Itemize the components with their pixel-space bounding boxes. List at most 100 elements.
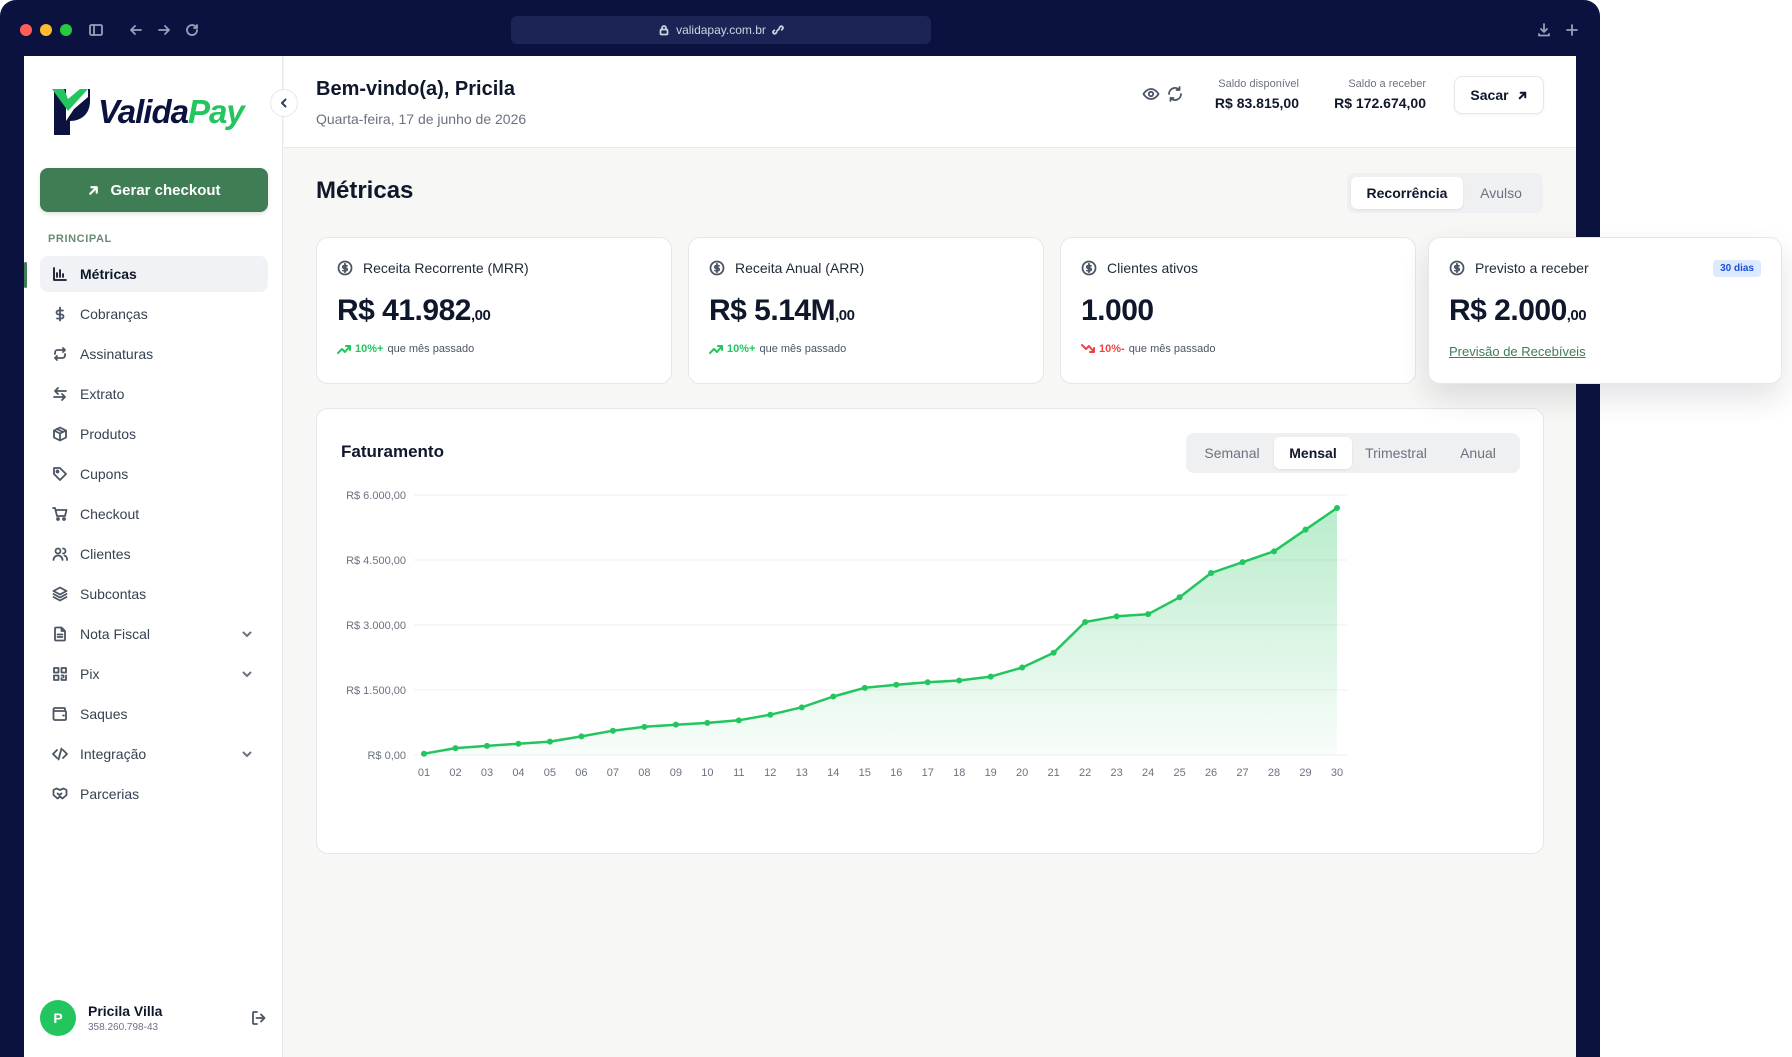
download-icon[interactable] <box>1534 20 1554 40</box>
browser-window: validapay.com.br ValidaPay Gerar checkou… <box>0 0 1600 1057</box>
chart-data-point[interactable] <box>1050 649 1057 656</box>
chart-data-point[interactable] <box>798 704 805 711</box>
sidebar-item-nota-fiscal[interactable]: Nota Fiscal <box>40 616 268 652</box>
chevron-down-icon[interactable] <box>240 627 254 641</box>
sidebar-item-label: Parcerias <box>80 786 140 802</box>
sidebar-item-pix[interactable]: Pix <box>40 656 268 692</box>
sidebar-item-cobrancas[interactable]: Cobranças <box>40 296 268 332</box>
sidebar-item-saques[interactable]: Saques <box>40 696 268 732</box>
chart-x-tick-label: 04 <box>512 767 524 779</box>
minimize-window-button[interactable] <box>40 24 52 36</box>
chart-data-point[interactable] <box>1176 594 1183 601</box>
lock-icon <box>659 25 669 36</box>
sidebar-item-parcerias[interactable]: Parcerias <box>40 776 268 812</box>
user-name: Pricila Villa <box>88 1003 163 1019</box>
chart-data-point[interactable] <box>1019 664 1026 671</box>
sidebar-toggle-icon[interactable] <box>86 20 106 40</box>
tab-trimestral[interactable]: Trimestral <box>1365 445 1427 461</box>
logo[interactable]: ValidaPay <box>50 86 246 138</box>
back-arrow-icon[interactable] <box>126 20 146 40</box>
page-title: Métricas <box>316 177 414 204</box>
chart-data-point[interactable] <box>672 721 679 728</box>
chevron-down-icon[interactable] <box>240 667 254 681</box>
card-delta-text: que mês passado <box>759 343 847 355</box>
chart-data-point[interactable] <box>987 673 994 680</box>
sidebar-item-cupons[interactable]: Cupons <box>40 456 268 492</box>
refresh-icon[interactable] <box>1166 85 1184 103</box>
chart-data-point[interactable] <box>767 711 774 718</box>
sidebar-item-metricas[interactable]: Métricas <box>40 256 268 292</box>
chart-y-tick-label: R$ 6.000,00 <box>346 490 406 502</box>
dollar-circle-icon <box>1081 260 1097 276</box>
chart-data-point[interactable] <box>830 693 837 700</box>
arrow-up-right-icon <box>1518 91 1526 99</box>
tab-semanal[interactable]: Semanal <box>1204 445 1260 461</box>
address-bar[interactable]: validapay.com.br <box>511 16 931 44</box>
maximize-window-button[interactable] <box>60 24 72 36</box>
sidebar-item-extrato[interactable]: Extrato <box>40 376 268 412</box>
chart-data-point[interactable] <box>704 719 711 726</box>
sidebar-item-clientes[interactable]: Clientes <box>40 536 268 572</box>
balance-receivable-label: Saldo a receber <box>1348 78 1426 90</box>
reload-icon[interactable] <box>182 20 202 40</box>
chart-data-point[interactable] <box>861 684 868 691</box>
chart-x-tick-label: 11 <box>733 767 744 779</box>
chart-data-point[interactable] <box>924 679 931 686</box>
withdraw-button[interactable]: Sacar <box>1454 76 1544 114</box>
sidebar-item-produtos[interactable]: Produtos <box>40 416 268 452</box>
close-window-button[interactable] <box>20 24 32 36</box>
card-value-main: 1.000 <box>1081 294 1154 327</box>
chart-x-tick-label: 13 <box>796 767 808 779</box>
chart-data-point[interactable] <box>1145 611 1152 618</box>
chart-data-point[interactable] <box>421 750 427 757</box>
chart-data-point[interactable] <box>1208 570 1215 576</box>
chart-data-point[interactable] <box>641 723 648 730</box>
active-nav-indicator <box>24 262 27 288</box>
chart-data-point[interactable] <box>546 738 553 745</box>
chart-data-point[interactable] <box>735 717 742 724</box>
chart-x-tick-label: 15 <box>859 767 871 779</box>
chart-data-point[interactable] <box>578 733 585 740</box>
chart-data-point[interactable] <box>1334 505 1340 511</box>
sidebar-item-checkout[interactable]: Checkout <box>40 496 268 532</box>
sidebar-item-label: Pix <box>80 666 100 682</box>
receivables-forecast-link[interactable]: Previsão de Recebíveis <box>1449 344 1586 359</box>
tag-icon <box>52 466 68 482</box>
generate-checkout-button[interactable]: Gerar checkout <box>40 168 268 212</box>
layers-icon <box>52 586 68 602</box>
chart-data-point[interactable] <box>515 740 522 747</box>
chart-data-point[interactable] <box>1302 526 1309 533</box>
bar-chart-icon <box>52 266 68 282</box>
user-profile[interactable]: P Pricila Villa 358.260.798-43 <box>40 996 268 1040</box>
sidebar-item-assinaturas[interactable]: Assinaturas <box>40 336 268 372</box>
sidebar-item-integracao[interactable]: Integração <box>40 736 268 772</box>
chart-data-point[interactable] <box>893 681 900 688</box>
chart-data-point[interactable] <box>483 742 490 749</box>
eye-icon[interactable] <box>1142 85 1160 103</box>
chart-area-fill <box>424 508 1337 755</box>
collapse-sidebar-button[interactable] <box>270 89 298 117</box>
chart-data-point[interactable] <box>609 727 616 734</box>
chevron-down-icon[interactable] <box>240 747 254 761</box>
chart-data-point[interactable] <box>1271 548 1278 555</box>
card-delta: 10%+ que mês passado <box>337 342 474 356</box>
chart-data-point[interactable] <box>452 745 459 752</box>
forward-arrow-icon[interactable] <box>154 20 174 40</box>
chart-data-point[interactable] <box>956 677 963 684</box>
tab-recorrencia[interactable]: Recorrência <box>1351 177 1463 209</box>
sidebar-item-subcontas[interactable]: Subcontas <box>40 576 268 612</box>
tab-mensal[interactable]: Mensal <box>1274 437 1352 469</box>
tab-avulso[interactable]: Avulso <box>1480 185 1522 201</box>
chart-data-point[interactable] <box>1239 559 1246 566</box>
new-tab-icon[interactable] <box>1562 20 1582 40</box>
link-icon[interactable] <box>772 24 784 36</box>
logout-icon[interactable] <box>250 1009 268 1027</box>
chart-x-tick-label: 12 <box>764 767 776 779</box>
chart-x-tick-label: 02 <box>449 767 461 779</box>
chart-data-point[interactable] <box>1113 613 1120 620</box>
chart-x-tick-label: 22 <box>1079 767 1091 779</box>
withdraw-label: Sacar <box>1470 87 1509 103</box>
chart-data-point[interactable] <box>1082 618 1089 625</box>
chart-x-tick-label: 01 <box>418 767 430 779</box>
tab-anual[interactable]: Anual <box>1460 445 1496 461</box>
